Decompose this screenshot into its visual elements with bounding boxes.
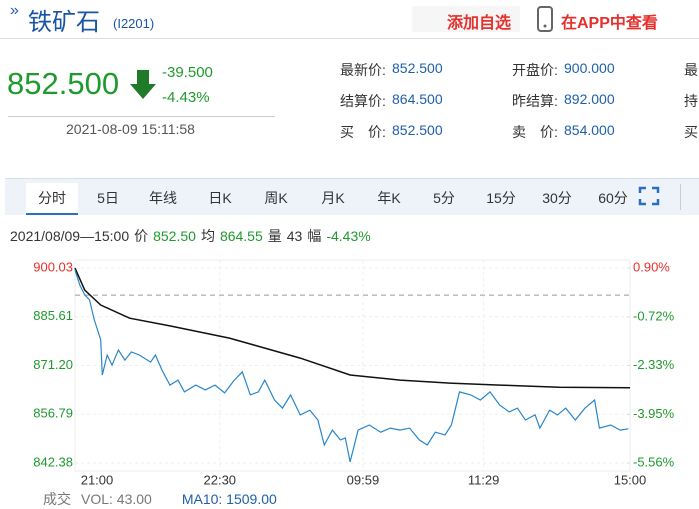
code: (I2201) [113,16,155,31]
tab[interactable]: 月K [321,190,345,206]
y-tick-label: 871.20 [33,357,73,372]
divider [680,184,681,210]
info-line: 2021/08/09—15:00 价 852.50 均 864.55 量 43 幅 -4.43% [10,226,376,246]
field-value: 854.000 [564,122,615,138]
tab[interactable]: 5分 [433,190,455,206]
tab-bar [5,178,699,215]
field-label: 持 [684,93,698,109]
info-item: 864.55 [219,228,263,244]
y2-tick-label: -5.56% [633,454,675,469]
tab[interactable]: 年线 [149,190,177,206]
info-item: -4.43% [326,228,371,244]
field-label: 卖 价: [512,124,558,140]
tab[interactable]: 60分 [598,190,628,206]
field-label: 最新价: [340,62,386,78]
change: -39.500 [162,64,213,81]
volume-item: MA10: 1509.00 [181,491,277,507]
info-item: 均 [200,228,215,244]
x-tick-label: 11:29 [468,472,500,487]
field-label: 最 [684,62,698,78]
divider [8,116,275,117]
divider [0,38,699,39]
time: 2021-08-09 15:11:58 [66,121,195,137]
volume-line: 成交 VOL: 43.00 MA10: 1509.00 [43,489,277,509]
title: 铁矿石 [28,9,100,36]
field-value: 864.500 [392,91,443,107]
x-tick-label: 15:00 [614,472,647,487]
info-item: 量 [267,228,282,244]
volume-item: VOL: 43.00 [81,491,152,507]
tab[interactable]: 分时 [26,183,78,215]
tab[interactable]: 30分 [542,190,572,206]
info-item: 852.50 [153,228,196,244]
add-button[interactable]: 添加自选 [447,15,512,32]
icon: » [10,2,19,19]
y-tick-label: 842.38 [33,454,73,469]
field-value: 900.000 [564,60,615,76]
field-label: 买 价: [340,124,386,140]
y2-tick-label: -0.72% [633,308,675,323]
y2-tick-label: -3.95% [633,406,675,421]
change-pct: -4.43% [162,89,210,106]
y2-tick-label: 0.90% [633,259,670,274]
field-value: 852.500 [392,60,443,76]
price-line [74,267,631,389]
down-arrow [130,70,156,99]
price: 852.500 [7,66,120,101]
field-label: 买 [684,124,698,140]
field-label: 结算价: [340,93,386,109]
tab[interactable]: 15分 [486,190,516,206]
y-tick-label: 856.79 [33,406,73,421]
info-item: 2021/08/09—15:00 [10,228,130,244]
info-item: 43 [286,228,303,244]
price-line [74,269,629,463]
info-item: 价 [134,228,149,244]
field-label: 开盘价: [512,62,558,78]
field-value: 892.000 [564,91,615,107]
y-tick-label: 885.61 [33,308,73,323]
tab[interactable]: 日K [208,190,232,206]
fullscreen-icon[interactable] [638,186,660,206]
bg [412,6,520,32]
volume-item: 成交 [43,491,71,507]
phone-icon [537,6,553,32]
app-link[interactable]: 在APP中查看 [561,15,658,32]
tab[interactable]: 周K [264,190,288,206]
tab[interactable]: 年K [377,190,401,206]
x-tick-label: 09:59 [347,472,380,487]
y-tick-label: 900.03 [33,259,73,274]
info-item: 幅 [307,228,322,244]
x-tick-label: 21:00 [81,472,114,487]
y2-tick-label: -2.33% [633,357,675,372]
x-tick-label: 22:30 [204,472,237,487]
field-value: 852.500 [392,122,443,138]
tab[interactable]: 5日 [97,190,119,206]
field-label: 昨结算: [512,93,558,109]
